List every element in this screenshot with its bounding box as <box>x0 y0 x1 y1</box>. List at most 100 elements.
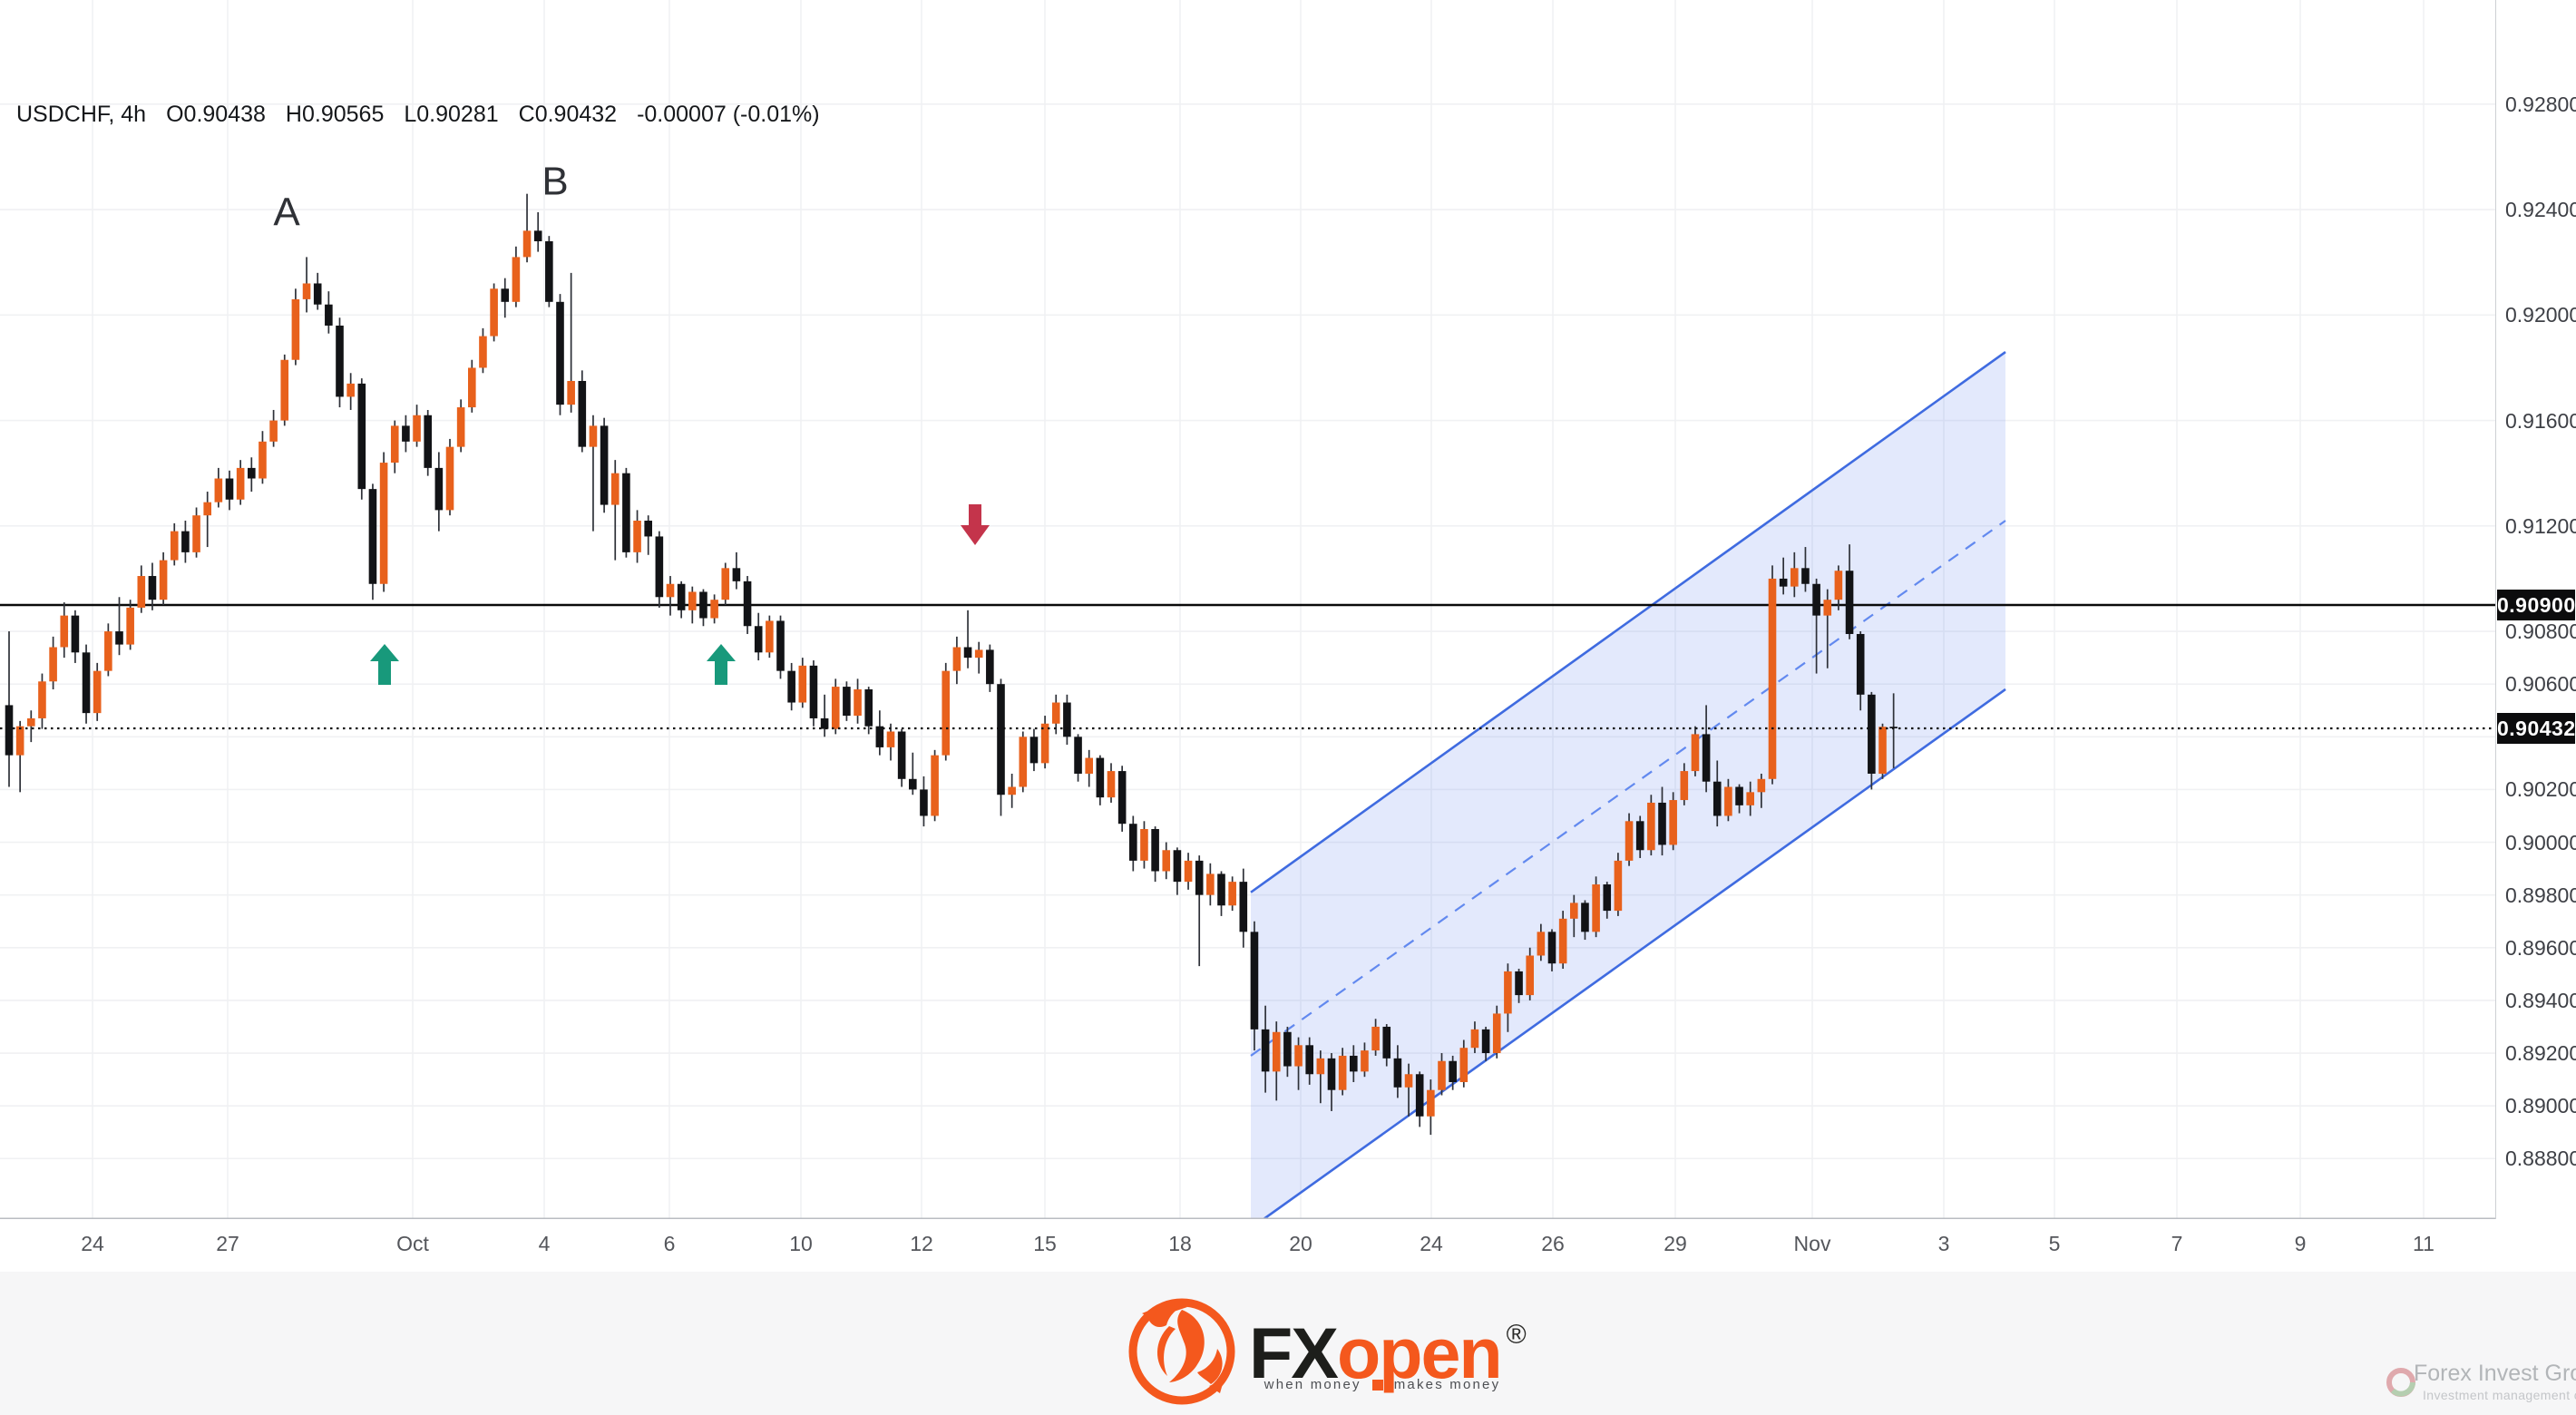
candle-body <box>1217 873 1225 906</box>
candle-body <box>1294 1045 1303 1067</box>
candle-body <box>49 647 57 682</box>
candle-body <box>1338 1055 1347 1090</box>
candle-body <box>776 620 785 671</box>
candle-body <box>1592 884 1600 932</box>
price-tick-label: 0.91200 <box>2505 513 2576 538</box>
candle-body <box>402 425 410 442</box>
candle-body <box>203 502 211 516</box>
ohlc-high: H0.90565 <box>285 102 385 127</box>
price-tick-label: 0.89200 <box>2505 1041 2576 1066</box>
arrow-up-icon[interactable] <box>378 661 391 685</box>
candle-body <box>1724 786 1732 816</box>
candle-body <box>1029 737 1039 764</box>
price-tick-label: 0.89800 <box>2505 883 2576 907</box>
candle-body <box>1096 757 1105 798</box>
candle-body <box>1184 860 1193 883</box>
candle-body <box>225 478 234 500</box>
arrow-up-icon[interactable] <box>370 644 399 661</box>
candle-body <box>1481 1029 1490 1054</box>
price-badge-last: 0.90432 <box>2497 713 2575 744</box>
candle-body <box>1647 802 1655 851</box>
candle-body <box>522 230 532 258</box>
candle-body <box>655 536 664 598</box>
candle-body <box>302 283 311 299</box>
candle-body <box>1801 568 1810 584</box>
price-tick-label: 0.90600 <box>2505 672 2576 697</box>
time-tick-label: 20 <box>1289 1232 1312 1255</box>
arrow-up-icon[interactable] <box>715 661 727 685</box>
candle-body <box>325 304 333 326</box>
arrow-down-icon[interactable] <box>961 525 990 545</box>
candle-body <box>291 298 300 360</box>
chart-annotations[interactable]: AB <box>273 160 990 685</box>
tagline-right: makes money <box>1393 1377 1501 1392</box>
candle-body <box>445 446 454 511</box>
wave-label-b[interactable]: B <box>542 160 568 204</box>
candle-body <box>843 687 851 717</box>
ohlc-close: C0.90432 <box>518 102 618 127</box>
watermark-logo-icon <box>2386 1368 2415 1397</box>
candle-body <box>1272 1031 1281 1072</box>
price-tick-label: 0.92400 <box>2505 198 2576 222</box>
candle-body <box>5 705 14 756</box>
candle-body <box>82 652 91 714</box>
channel-midline <box>1250 520 2006 1057</box>
candle-body <box>93 670 102 714</box>
candle-body <box>1791 568 1799 587</box>
candle-body <box>512 257 521 302</box>
candle-body <box>854 688 862 717</box>
candle-body <box>600 425 609 505</box>
arrow-down-icon[interactable] <box>969 504 981 525</box>
candle-body <box>886 731 895 747</box>
candle-body <box>1845 571 1854 634</box>
candle-body <box>1680 771 1689 801</box>
candle-body <box>379 463 388 584</box>
ohlc-info: USDCHF, 4h O0.90438 H0.90565 L0.90281 C0… <box>16 102 820 128</box>
candle-body <box>942 670 951 756</box>
fxopen-emblem-icon <box>1128 1298 1235 1405</box>
candle-body <box>766 620 774 653</box>
candle-body <box>1008 786 1016 795</box>
time-axis[interactable]: 24 27 Oct 4 6 10 12 15 18 20 24 26 29 Nov 3 5 7 9 11 <box>0 1219 2496 1272</box>
candle-body <box>1878 727 1887 774</box>
candle-body <box>1581 903 1589 932</box>
wordmark-fx: FX <box>1249 1313 1339 1393</box>
candle-body <box>1129 824 1137 861</box>
candle-body <box>1449 1060 1457 1082</box>
candle-body <box>1151 829 1159 872</box>
ohlc-open: O0.90438 <box>166 102 266 127</box>
candle-body <box>754 626 763 653</box>
candle-body <box>1361 1050 1369 1072</box>
time-tick-label: 11 <box>2413 1232 2435 1255</box>
candle-body <box>313 283 322 305</box>
wordmark-open: open <box>1336 1313 1503 1393</box>
price-tick-label: 0.90200 <box>2505 777 2576 802</box>
price-axis[interactable]: 0.90900 0.90432 0.92800 0.92400 0.92000 0.9… <box>2496 0 2576 1272</box>
price-tick-label: 0.90800 <box>2505 620 2576 644</box>
candle-body <box>424 415 432 468</box>
price-tick-label: 0.92800 <box>2505 92 2576 116</box>
candle-body <box>1228 882 1236 906</box>
candle-body <box>170 531 179 561</box>
candle-body <box>1438 1060 1446 1090</box>
candle-body <box>1492 1013 1501 1054</box>
time-tick-label: 15 <box>1033 1232 1057 1255</box>
candle-body <box>15 726 24 756</box>
time-tick-label: 24 <box>1420 1232 1443 1255</box>
candle-body <box>1140 829 1148 861</box>
candle-body <box>1856 633 1865 695</box>
candle-body <box>413 415 421 442</box>
ascending-channel-drawing[interactable] <box>1250 350 2006 1219</box>
candle-body <box>456 407 465 447</box>
price-tick-label: 0.89600 <box>2505 935 2576 960</box>
arrow-up-icon[interactable] <box>707 644 736 661</box>
candle-body <box>259 441 267 479</box>
candle-body <box>1547 932 1556 964</box>
time-tick-label: 4 <box>538 1232 551 1255</box>
candle-body <box>1823 600 1832 616</box>
candle-body <box>38 681 46 718</box>
watermark-title: Forex Invest Group OÜ <box>2414 1361 2576 1386</box>
candle-body <box>1868 694 1876 774</box>
wave-label-a[interactable]: A <box>273 190 300 235</box>
